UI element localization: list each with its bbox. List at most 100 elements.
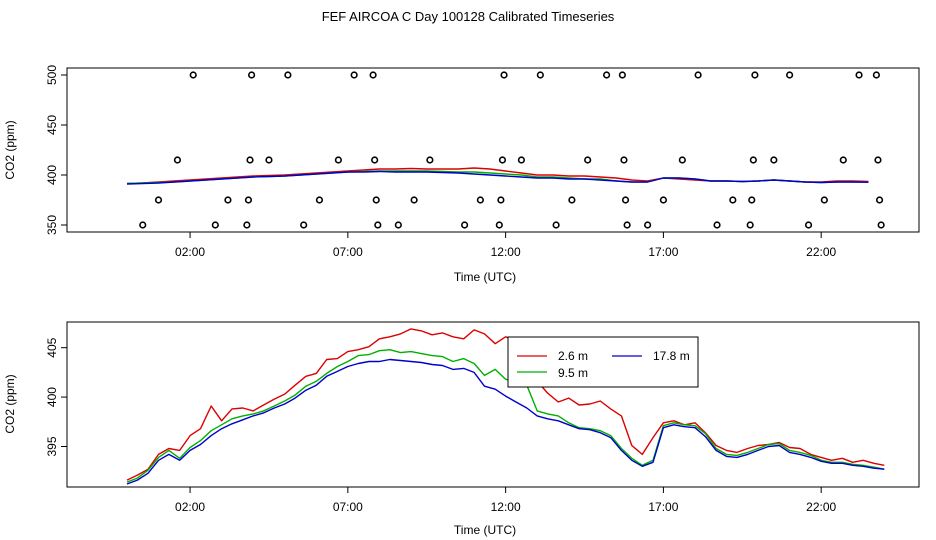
calibration-point [568,196,576,204]
calibration-point [224,196,232,204]
x-tick-label: 17:00 [648,245,678,259]
calibration-point [623,221,631,229]
calibration-point [694,71,702,79]
series-line-2.6m [126,328,885,481]
y-tick-label: 400 [45,165,59,185]
legend-box [507,336,699,388]
calibration-point [371,156,379,164]
calibration-point [874,156,882,164]
calibration-point [855,71,863,79]
x-tick-label: 07:00 [333,245,363,259]
y-tick-label: 405 [45,337,59,357]
calibration-point [770,156,778,164]
calibration-point [139,221,147,229]
calibration-point [246,156,254,164]
calibration-point [620,156,628,164]
x-tick-label: 17:00 [648,500,678,514]
figure-title: FEF AIRCOA C Day 100128 Calibrated Times… [321,9,615,24]
calibration-point [749,156,757,164]
y-axis-top: 350 400 450 500 [45,65,67,235]
calibration-point [350,71,358,79]
calibration-point [334,156,342,164]
series-line-17.8m [126,170,869,185]
x-tick-label: 02:00 [175,500,205,514]
legend-label-17.8m: 17.8 m [653,349,690,363]
y-tick-label: 450 [45,115,59,135]
calibration-point [786,71,794,79]
calibration-point [369,71,377,79]
x-axis-label-bottom: Time (UTC) [454,523,516,537]
calibration-point [498,156,507,164]
legend-label-9.5m: 9.5 m [558,366,588,380]
calibration-point [394,221,402,229]
y-tick-label: 400 [45,387,59,407]
calibration-point [678,156,686,164]
calibration-point [243,221,251,229]
series-line-17.8m [126,358,885,485]
calibration-point [154,196,163,204]
x-tick-label: 22:00 [806,500,836,514]
legend: 2.6 m 9.5 m 17.8 m [507,336,699,388]
y-axis-label-bottom: CO2 (ppm) [3,374,17,433]
calibration-point [729,196,737,204]
x-tick-label: 07:00 [333,500,363,514]
y-axis-label-top: CO2 (ppm) [3,120,17,179]
calibration-point [211,221,219,229]
x-axis-top: 02:00 07:00 12:00 17:00 22:00 [175,232,837,259]
calibration-point [500,71,508,79]
plot-frame-bottom [66,321,920,488]
y-tick-label: 500 [45,65,59,85]
calibration-point [659,196,668,204]
calibration-point [300,221,308,229]
calibration-point [410,196,418,204]
calibration-point [426,156,434,164]
calibration-point [497,196,505,204]
panel-top: 02:00 07:00 12:00 17:00 22:00 350 400 450 500 T… [3,65,920,284]
calibration-point [839,156,847,164]
calibration-point [536,71,544,79]
x-tick-label: 12:00 [491,245,521,259]
calibration-point [265,156,273,164]
calibration-point [713,221,721,229]
calibration-point [644,221,652,229]
calibration-point [746,221,754,229]
calibration-point [748,196,756,204]
calibration-point [872,71,881,79]
calibration-points [139,71,885,229]
x-tick-label: 12:00 [491,500,521,514]
y-tick-label: 395 [45,436,59,456]
calibration-point [877,221,885,229]
calibration-point [173,156,182,164]
calibration-point [618,71,626,79]
calibration-point [189,71,197,79]
legend-label-2.6m: 2.6 m [558,349,588,363]
x-axis-label-top: Time (UTC) [454,270,516,284]
calibration-point [820,196,828,204]
y-axis-bottom: 395 400 405 [45,337,67,457]
calibration-point [495,221,503,229]
calibration-point [374,221,382,229]
calibration-point [621,196,630,204]
calibration-point [476,196,484,204]
calibration-point [372,196,380,204]
calibration-point [517,156,526,164]
series-lines-top [126,167,869,185]
calibration-point [315,196,324,204]
calibration-point [248,71,256,79]
calibration-point [602,71,611,79]
x-axis-bottom: 02:00 07:00 12:00 17:00 22:00 [175,487,837,514]
x-tick-label: 22:00 [806,245,836,259]
plot-frame-top [66,67,920,233]
x-tick-label: 02:00 [175,245,205,259]
calibration-point [244,196,253,204]
calibration-point [584,156,592,164]
panel-bottom: 02:00 07:00 12:00 17:00 22:00 395 400 405 Time… [3,321,920,537]
series-line-9.5m [126,349,885,483]
y-tick-label: 350 [45,215,59,235]
calibration-point [284,71,292,79]
calibration-point [875,196,884,204]
calibration-point [804,221,813,229]
calibration-point [552,221,560,229]
